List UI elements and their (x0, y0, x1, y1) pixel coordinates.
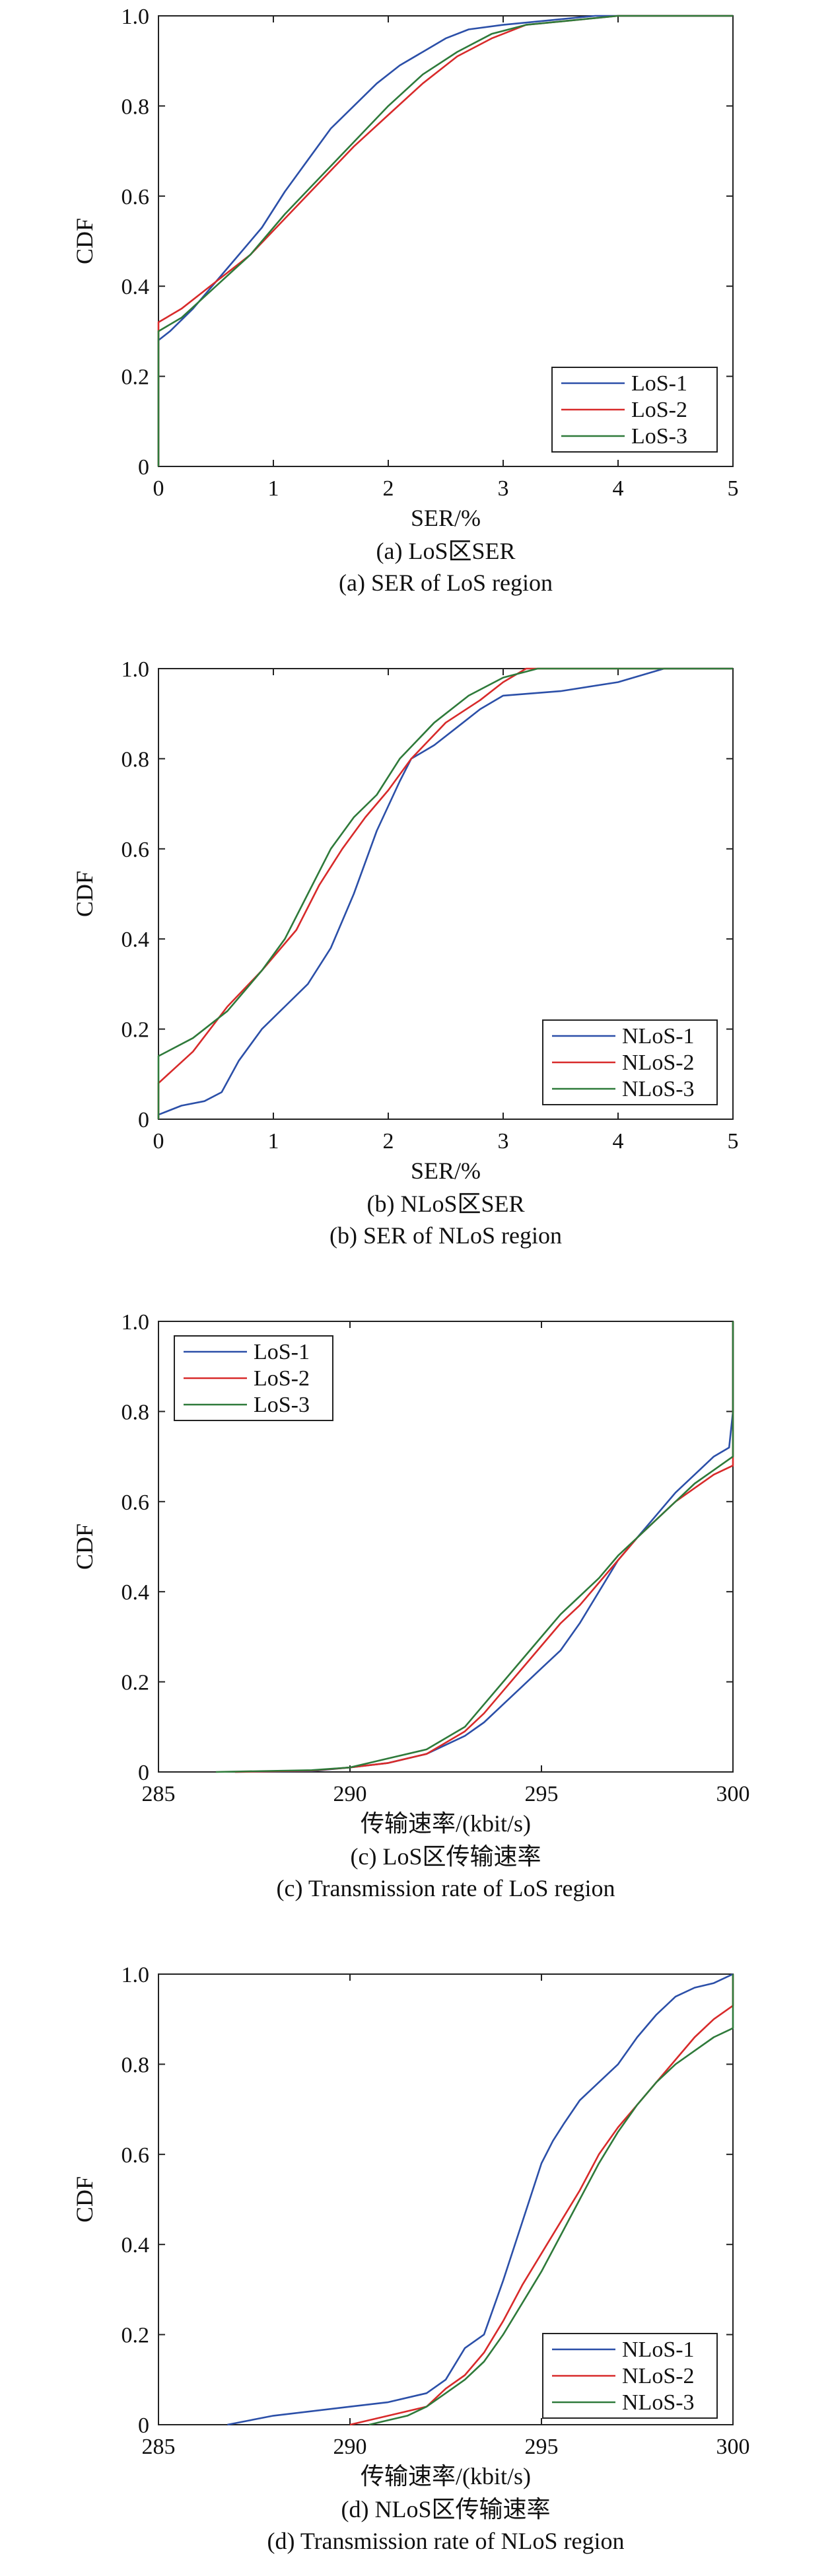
y-tick-label: 1.0 (121, 5, 150, 29)
y-tick-label: 0.4 (121, 928, 150, 952)
y-axis-label: CDF (71, 2176, 98, 2223)
series-line-nlos-2 (157, 667, 733, 1119)
series-line-los-3 (157, 15, 733, 466)
series-line-nlos-3 (368, 1974, 734, 2426)
y-tick-label: 0.4 (121, 2233, 150, 2258)
x-tick-label: 1 (268, 476, 279, 501)
x-tick-label: 5 (728, 476, 739, 501)
series-line-nlos-1 (227, 1973, 734, 2426)
y-tick-label: 0.8 (121, 94, 150, 119)
x-tick-label: 295 (525, 2435, 559, 2459)
x-tick-label: 285 (142, 2435, 176, 2459)
y-tick-label: 1.0 (121, 1310, 150, 1335)
series-line-los-3 (215, 1321, 734, 1773)
x-tick-label: 295 (525, 1782, 559, 1806)
y-tick-label: 0.2 (121, 365, 150, 390)
caption-chinese: (b) NLoS区SER (366, 1191, 524, 1217)
y-tick-label: 0.8 (121, 747, 150, 772)
legend-label: NLoS-1 (622, 1024, 695, 1049)
y-tick-label: 0 (138, 1108, 149, 1132)
legend-label: LoS-1 (254, 1340, 310, 1364)
plot-frame (158, 15, 734, 467)
y-axis-label: CDF (71, 218, 98, 264)
x-tick-label: 285 (142, 1782, 176, 1806)
y-tick-label: 0.4 (121, 1580, 150, 1605)
legend-label: LoS-2 (631, 398, 687, 422)
series-line-los-2 (234, 1321, 734, 1773)
y-axis-label: CDF (71, 871, 98, 917)
y-tick-label: 0.2 (121, 1018, 150, 1043)
x-tick-label: 290 (333, 1782, 367, 1806)
x-tick-label: 3 (498, 1129, 509, 1154)
y-tick-label: 0.6 (121, 185, 150, 209)
legend-label: NLoS-1 (622, 2337, 695, 2362)
x-tick-label: 2 (383, 476, 394, 501)
x-tick-label: 4 (613, 1129, 624, 1154)
x-tick-label: 290 (333, 2435, 367, 2459)
y-tick-label: 0.6 (121, 1490, 150, 1515)
series-line-nlos-2 (349, 1974, 734, 2426)
y-tick-label: 0 (138, 455, 149, 480)
y-tick-label: 0.6 (121, 838, 150, 862)
caption-chinese: (a) LoS区SER (376, 538, 516, 564)
x-tick-label: 300 (716, 1782, 750, 1806)
x-tick-label: 5 (728, 1129, 739, 1154)
chart-panel-2: 0 1 2 3 4 5 0 0.2 0.4 0.6 0.8 1.0 CDF SER/% (b) NLoS区S… (71, 657, 739, 1249)
legend-label: NLoS-3 (622, 2390, 695, 2415)
x-axis-label: 传输速率/(kbit/s) (361, 2463, 531, 2489)
caption-english: (b) SER of NLoS region (329, 1222, 562, 1249)
x-tick-label: 0 (153, 1129, 164, 1154)
x-axis-label: SER/% (411, 505, 481, 531)
legend-label: NLoS-3 (622, 1077, 695, 1101)
y-tick-label: 0.2 (121, 1671, 150, 1695)
caption-chinese: (c) LoS区传输速率 (351, 1843, 541, 1870)
legend-label: NLoS-2 (622, 1050, 695, 1075)
legend-label: LoS-3 (631, 424, 687, 449)
plot-frame (158, 1321, 734, 1773)
x-tick-label: 2 (383, 1129, 394, 1154)
x-axis-label: 传输速率/(kbit/s) (361, 1810, 531, 1837)
x-tick-label: 300 (716, 2435, 750, 2459)
y-tick-label: 0.2 (121, 2324, 150, 2348)
legend-label: LoS-3 (254, 1393, 310, 1417)
chart-panel-4: 285 290 295 300 0 0.2 0.4 0.6 0.8 1.0 CDF 传输速率/(kbi… (71, 1963, 750, 2554)
x-axis-label: SER/% (411, 1158, 481, 1184)
y-tick-label: 1.0 (121, 1963, 150, 1987)
chart-panel-1: 0 1 2 3 4 5 0 0.2 0.4 0.6 0.8 1.0 CDF SER/% (a) LoS区SE… (71, 5, 739, 596)
y-axis-label: CDF (71, 1524, 98, 1570)
y-tick-label: 0 (138, 1761, 149, 1785)
y-tick-label: 0 (138, 2413, 149, 2438)
y-tick-label: 1.0 (121, 657, 150, 682)
series-line-nlos-1 (157, 667, 733, 1119)
x-tick-label: 1 (268, 1129, 279, 1154)
plot-frame (158, 668, 734, 1120)
x-tick-label: 0 (153, 476, 164, 501)
caption-chinese: (d) NLoS区传输速率 (341, 2496, 551, 2522)
x-tick-label: 3 (498, 476, 509, 501)
chart-panel-3: 285 290 295 300 0 0.2 0.4 0.6 0.8 1.0 CDF 传输速率/(kbi… (71, 1310, 750, 1901)
y-tick-label: 0.8 (121, 1400, 150, 1424)
y-tick-label: 0.8 (121, 2053, 150, 2077)
legend-label: LoS-2 (254, 1366, 310, 1391)
caption-english: (c) Transmission rate of LoS region (277, 1875, 615, 1901)
legend-label: LoS-1 (631, 371, 687, 396)
plot-frame (158, 1973, 734, 2425)
y-tick-label: 0.4 (121, 275, 150, 299)
series-line-nlos-3 (157, 667, 733, 1119)
y-tick-label: 0.6 (121, 2143, 150, 2168)
legend-label: NLoS-2 (622, 2364, 695, 2388)
x-tick-label: 4 (613, 476, 624, 501)
caption-english: (a) SER of LoS region (339, 570, 553, 596)
caption-english: (d) Transmission rate of NLoS region (267, 2528, 625, 2554)
